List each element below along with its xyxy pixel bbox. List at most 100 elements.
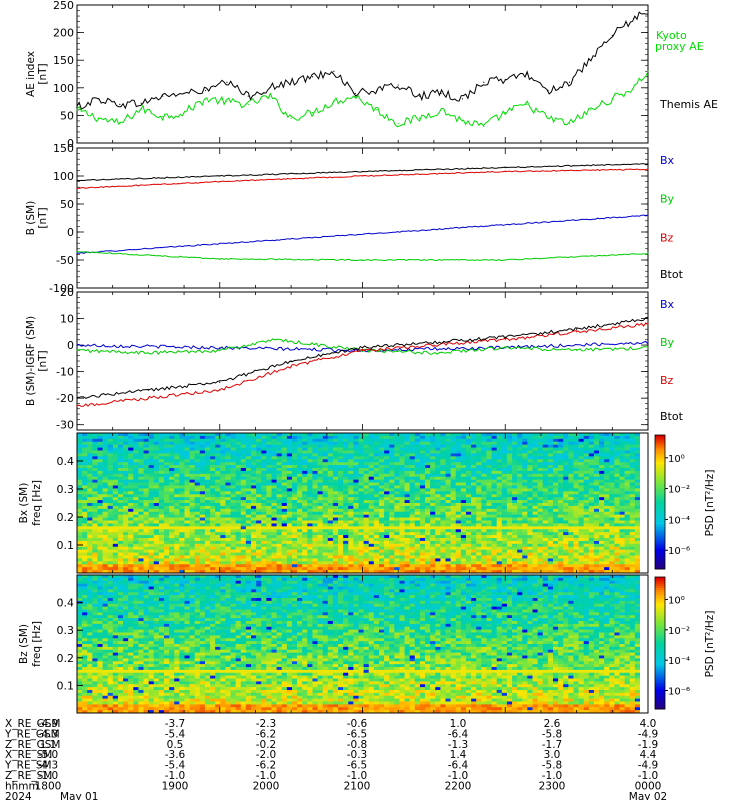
spectrogram-cell — [317, 564, 323, 568]
spectrogram-cell — [481, 561, 487, 565]
spectrogram-cell — [465, 438, 472, 443]
y-tick-label: 150 — [53, 142, 74, 155]
spectrogram-cell — [245, 561, 252, 565]
spectrogram-cell — [552, 456, 559, 460]
spectrogram-cell — [445, 549, 451, 553]
spectrogram-cell — [82, 535, 88, 539]
spectrogram-cell — [486, 508, 492, 513]
spectrogram-cell — [266, 503, 272, 507]
spectrogram-cell — [348, 561, 354, 565]
spectrogram-cell — [102, 462, 109, 466]
spectrogram-cell — [522, 456, 528, 460]
spectrogram-cell — [542, 520, 549, 524]
spectrogram-cell — [199, 473, 206, 478]
spectrogram-cell — [312, 462, 318, 466]
spectrogram-cell — [496, 465, 503, 469]
spectrogram-cell — [384, 540, 390, 545]
spectrogram-cell — [327, 570, 334, 574]
spectrogram-cell — [271, 479, 277, 483]
spectrogram-cell — [522, 540, 528, 545]
spectrogram-cell — [435, 546, 441, 550]
spectrogram-cell — [317, 529, 323, 533]
spectrogram-cell — [82, 459, 88, 463]
spectrogram-cell — [189, 438, 196, 443]
spectrogram-cell — [143, 546, 149, 550]
spectrogram-cell — [302, 570, 308, 574]
spectrogram-cell — [430, 552, 436, 556]
spectrogram-cell — [491, 532, 497, 536]
spectrogram-cell — [532, 435, 538, 440]
spectrogram-cell — [307, 538, 313, 542]
spectrogram-cell — [174, 514, 180, 518]
spectrogram-cell — [358, 500, 364, 504]
spectrogram-cell — [204, 494, 211, 498]
spectrogram-cell — [368, 441, 375, 445]
spectrogram-cell — [322, 435, 329, 440]
spectrogram-cell — [107, 491, 114, 495]
spectrogram-cell — [107, 453, 114, 457]
spectrogram-cell — [522, 549, 528, 553]
spectrogram-cell — [332, 558, 339, 562]
spectrogram-cell — [332, 435, 339, 440]
spectrogram-cell — [215, 462, 221, 466]
spectrogram-cell — [82, 465, 88, 469]
spectrogram-cell — [465, 503, 472, 507]
data-point — [162, 115, 164, 118]
spectrogram-cell — [419, 546, 426, 550]
spectrogram-cell — [225, 538, 231, 542]
spectrogram-cell — [82, 433, 88, 437]
spectrogram-cell — [77, 479, 83, 483]
spectrogram-cell — [399, 450, 405, 454]
spectrogram-cell — [460, 500, 467, 504]
spectrogram-cell — [476, 450, 482, 454]
spectrogram-cell — [353, 540, 359, 545]
spectrogram-cell — [82, 505, 88, 510]
spectrogram-cell — [338, 511, 344, 515]
data-point — [526, 103, 528, 105]
spectrogram-cell — [179, 438, 185, 443]
spectrogram-cell — [82, 523, 88, 527]
spectrogram-cell — [220, 488, 226, 492]
spectrogram-cell — [97, 456, 103, 460]
spectrogram-cell — [133, 497, 139, 501]
spectrogram-cell — [97, 564, 103, 568]
spectrogram-cell — [230, 543, 236, 548]
spectrogram-cell — [409, 538, 416, 542]
spectrogram-cell — [425, 514, 431, 518]
spectrogram-cell — [82, 441, 88, 445]
spectrogram-cell — [338, 523, 344, 527]
spectrogram-cell — [251, 564, 257, 568]
spectrogram-cell — [179, 523, 185, 527]
spectrogram-cell — [164, 561, 170, 565]
spectrogram-cell — [179, 459, 185, 463]
spectrogram-cell — [291, 529, 298, 533]
spectrogram-cell — [266, 491, 272, 495]
spectrogram-cell — [174, 567, 180, 571]
spectrogram-cell — [225, 558, 231, 562]
spectrogram-cell — [256, 558, 262, 562]
spectrogram-cell — [174, 543, 180, 548]
spectrogram-cell — [512, 456, 518, 460]
spectrogram-cell — [240, 479, 247, 483]
spectrogram-cell — [302, 523, 308, 527]
y-tick-label: 150 — [53, 54, 74, 67]
spectrogram-cell — [102, 552, 109, 556]
spectrogram-cell — [558, 476, 564, 480]
spectrogram-cell — [327, 444, 334, 448]
spectrogram-cell — [312, 435, 318, 440]
spectrogram-cell — [251, 505, 257, 510]
data-point — [119, 123, 121, 125]
spectrogram-cell — [460, 523, 467, 527]
spectrogram-cell — [158, 520, 165, 524]
spectrogram-cell — [425, 503, 431, 507]
spectrogram-cell — [404, 494, 410, 498]
spectrogram-cell — [276, 520, 283, 524]
spectrogram-cell — [409, 456, 416, 460]
spectrogram-cell — [297, 567, 303, 571]
spectrogram-cell — [77, 508, 83, 513]
spectrogram-cell — [117, 505, 124, 510]
spectrogram-cell — [184, 456, 190, 460]
spectrogram-cell — [506, 523, 513, 527]
y-tick-label: 100 — [53, 82, 74, 95]
spectrogram-cell — [409, 485, 416, 489]
